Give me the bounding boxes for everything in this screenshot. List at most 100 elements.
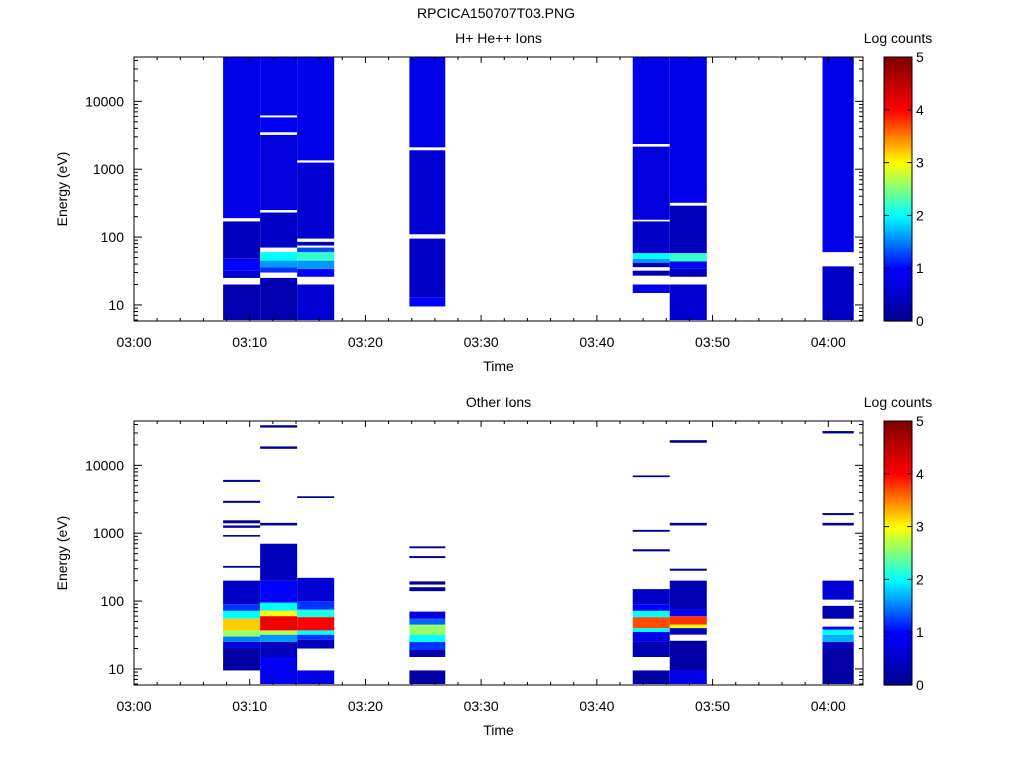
heatmap-cell: [223, 525, 261, 528]
colorbar-swatch: [884, 295, 912, 298]
colorbar-swatch: [884, 542, 912, 545]
colorbar-swatch: [884, 568, 912, 571]
heatmap-cell: [822, 580, 854, 600]
colorbar-swatch: [884, 245, 912, 248]
colorbar: 0 1 2 3 4 5 Log counts: [864, 394, 933, 693]
colorbar-swatch: [884, 530, 912, 533]
colorbar-swatch: [884, 541, 912, 544]
heatmap-cell: [669, 261, 707, 269]
colorbar-swatch: [884, 549, 912, 551]
colorbar-swatch: [884, 591, 912, 594]
x-tick-label: 03:00: [116, 334, 151, 350]
heatmap-cell: [669, 580, 707, 610]
colorbar-swatch: [884, 655, 912, 658]
colorbar-tick-label: 4: [916, 466, 924, 482]
colorbar-swatch: [884, 208, 912, 211]
colorbar-swatch: [884, 625, 912, 628]
colorbar-swatch: [884, 529, 912, 532]
colorbar-swatch: [884, 313, 912, 315]
colorbar-swatch: [884, 451, 912, 454]
y-tick-label: 1000: [93, 161, 124, 177]
colorbar-swatch: [884, 439, 912, 442]
colorbar-swatch: [884, 615, 912, 617]
colorbar-swatch: [884, 446, 912, 448]
colorbar-swatch: [884, 299, 912, 302]
colorbar-swatch: [884, 239, 912, 242]
colorbar-swatch: [884, 467, 912, 470]
colorbar-swatch: [884, 310, 912, 313]
colorbar-swatch: [884, 67, 912, 70]
heatmap-cell: [223, 57, 261, 219]
colorbar-swatch: [884, 570, 912, 573]
colorbar-swatch: [884, 199, 912, 202]
colorbar-swatch: [884, 424, 912, 427]
colorbar-swatch: [884, 473, 912, 476]
heatmap-cell: [223, 479, 261, 482]
colorbar-swatch: [884, 454, 912, 456]
colorbar-swatch: [884, 222, 912, 224]
colorbar-swatch: [884, 186, 912, 189]
colorbar-swatch: [884, 57, 912, 59]
colorbar-swatch: [884, 629, 912, 632]
colorbar-swatch: [884, 274, 912, 277]
colorbar-swatch: [884, 576, 912, 579]
heatmap-cell: [260, 543, 298, 581]
heatmap-cell: [669, 57, 707, 203]
colorbar-swatch: [884, 607, 912, 610]
colorbar-swatch: [884, 241, 912, 244]
colorbar-swatch: [884, 479, 912, 481]
heatmap-cell: [409, 641, 446, 651]
colorbar-frame: [883, 56, 913, 322]
colorbar-swatch: [884, 423, 912, 426]
colorbar-swatch: [884, 211, 912, 214]
colorbar-swatch: [884, 185, 912, 187]
colorbar-swatch: [884, 553, 912, 555]
colorbar-tick-label: 1: [916, 260, 924, 276]
colorbar-swatch: [884, 533, 912, 536]
heatmap-cell: [632, 641, 670, 657]
colorbar-swatch: [884, 260, 912, 263]
colorbar-swatch: [884, 167, 912, 170]
colorbar-tick-label: 2: [916, 571, 924, 587]
colorbar-swatch: [884, 64, 912, 67]
colorbar-swatch: [884, 75, 912, 78]
colorbar-swatch: [884, 471, 912, 474]
x-tick-label: 04:00: [811, 698, 846, 714]
colorbar-swatch: [884, 670, 912, 673]
colorbar-swatch: [884, 675, 912, 678]
colorbar-swatch: [884, 305, 912, 308]
colorbar-swatch: [884, 231, 912, 234]
heatmap-cell: [632, 632, 670, 642]
colorbar-swatch: [884, 564, 912, 567]
heatmap-cell: [409, 546, 446, 549]
colorbar-swatch: [884, 91, 912, 94]
colorbar-swatch: [884, 562, 912, 565]
heatmap-cell: [297, 241, 335, 246]
colorbar-swatch: [884, 115, 912, 117]
heatmap-cell: [260, 634, 298, 642]
colorbar-swatch: [884, 137, 912, 140]
heatmap-cells: [223, 57, 854, 321]
heatmap-cell: [632, 617, 670, 629]
colorbar-tick-label: 4: [916, 102, 924, 118]
colorbar-swatch: [884, 566, 912, 569]
heatmap-cell: [669, 253, 707, 262]
heatmap-cell: [223, 284, 261, 320]
colorbar-swatch: [884, 626, 912, 629]
colorbar-swatch: [884, 278, 912, 281]
colorbar-swatch: [884, 430, 912, 433]
colorbar-swatch: [884, 71, 912, 74]
colorbar-swatch: [884, 280, 912, 282]
colorbar-swatch: [884, 228, 912, 231]
colorbar-swatch: [884, 90, 912, 92]
colorbar-swatch: [884, 572, 912, 575]
colorbar-swatch: [884, 126, 912, 129]
colorbar-swatch: [884, 311, 912, 314]
colorbar-swatch: [884, 105, 912, 108]
colorbar-swatch: [884, 621, 912, 624]
colorbar-swatch: [884, 659, 912, 662]
colorbar-swatch: [884, 72, 912, 75]
plot-frame: [133, 420, 864, 686]
colorbar-swatch: [884, 244, 912, 247]
colorbar-swatch: [884, 315, 912, 318]
